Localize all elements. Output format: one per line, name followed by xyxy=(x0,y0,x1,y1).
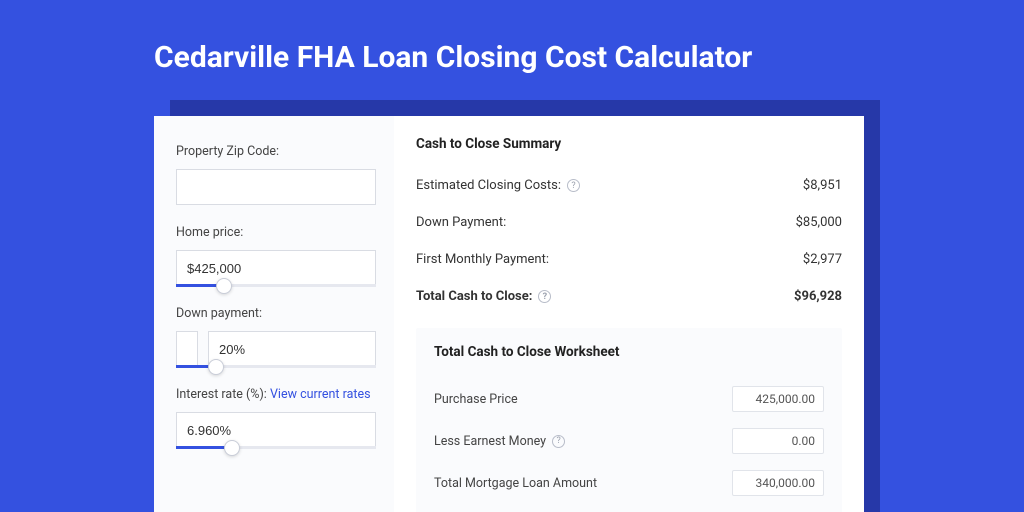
summary-card: Cash to Close Summary Estimated Closing … xyxy=(416,136,842,318)
summary-row-value: $2,977 xyxy=(803,252,842,267)
zip-label: Property Zip Code: xyxy=(176,144,376,159)
worksheet-title: Total Cash to Close Worksheet xyxy=(434,344,824,360)
results-column: Cash to Close Summary Estimated Closing … xyxy=(394,116,864,512)
calculator-panel: Property Zip Code: Home price: Down paym… xyxy=(154,116,864,512)
inputs-column: Property Zip Code: Home price: Down paym… xyxy=(154,116,394,512)
worksheet-row-label: Total Mortgage Loan Amount xyxy=(434,476,597,491)
worksheet-row-value: 0.00 xyxy=(732,428,824,454)
down-payment-label: Down payment: xyxy=(176,306,376,321)
page-title: Cedarville FHA Loan Closing Cost Calcula… xyxy=(0,0,1024,75)
summary-row-label: Estimated Closing Costs: xyxy=(416,178,561,193)
summary-row: First Monthly Payment: $2,977 xyxy=(416,244,842,281)
summary-total-row: Total Cash to Close: ? $96,928 xyxy=(416,281,842,318)
home-price-slider-thumb[interactable] xyxy=(216,278,232,294)
worksheet-row-value: 425,000.00 xyxy=(732,386,824,412)
zip-field-group: Property Zip Code: xyxy=(176,144,376,205)
interest-rate-slider-wrap xyxy=(176,412,376,448)
down-payment-field-group: Down payment: xyxy=(176,306,376,367)
interest-rate-input[interactable] xyxy=(176,412,376,448)
interest-rate-slider-thumb[interactable] xyxy=(224,440,240,456)
home-price-input[interactable] xyxy=(176,250,376,286)
interest-rate-label-text: Interest rate (%): xyxy=(176,387,267,402)
view-current-rates-link[interactable]: View current rates xyxy=(270,387,371,402)
summary-row-label: Down Payment: xyxy=(416,215,506,230)
worksheet-row: Total Second Mortgage Amount? xyxy=(434,504,824,512)
worksheet-row-value: 340,000.00 xyxy=(732,470,824,496)
worksheet-row: Purchase Price 425,000.00 xyxy=(434,378,824,420)
summary-row-label: First Monthly Payment: xyxy=(416,252,549,267)
home-price-field-group: Home price: xyxy=(176,225,376,286)
worksheet-row: Less Earnest Money? 0.00 xyxy=(434,420,824,462)
home-price-label: Home price: xyxy=(176,225,376,240)
zip-input[interactable] xyxy=(176,169,376,205)
summary-title: Cash to Close Summary xyxy=(416,136,842,152)
summary-row: Estimated Closing Costs:? $8,951 xyxy=(416,170,842,207)
interest-rate-label: Interest rate (%): View current rates xyxy=(176,387,376,402)
worksheet-row-label: Less Earnest Money xyxy=(434,434,546,449)
summary-row-value: $8,951 xyxy=(803,178,842,193)
worksheet-card: Total Cash to Close Worksheet Purchase P… xyxy=(416,328,842,512)
help-icon[interactable]: ? xyxy=(538,290,551,303)
summary-row: Down Payment: $85,000 xyxy=(416,207,842,244)
summary-total-label: Total Cash to Close: xyxy=(416,289,532,304)
worksheet-row-label: Purchase Price xyxy=(434,392,518,407)
summary-total-value: $96,928 xyxy=(794,289,842,304)
help-icon[interactable]: ? xyxy=(567,179,580,192)
help-icon[interactable]: ? xyxy=(552,435,565,448)
down-payment-row xyxy=(176,331,376,367)
interest-rate-field-group: Interest rate (%): View current rates xyxy=(176,387,376,448)
down-payment-slider-thumb[interactable] xyxy=(208,359,224,375)
down-payment-amount-input[interactable] xyxy=(176,331,198,367)
down-payment-percent-input[interactable] xyxy=(208,331,376,367)
summary-row-value: $85,000 xyxy=(796,215,842,230)
home-price-slider-wrap xyxy=(176,250,376,286)
worksheet-row: Total Mortgage Loan Amount 340,000.00 xyxy=(434,462,824,504)
page-background: Cedarville FHA Loan Closing Cost Calcula… xyxy=(0,0,1024,512)
